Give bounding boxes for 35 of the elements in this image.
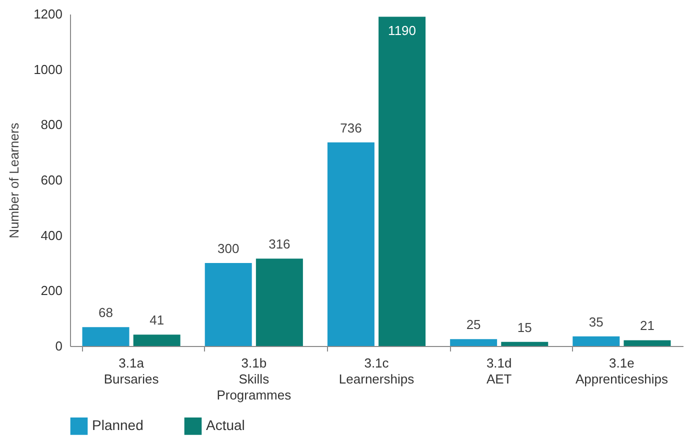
data-label: 15: [517, 320, 532, 335]
bar: [572, 336, 620, 346]
data-label: 316: [268, 236, 290, 252]
data-label: 736: [340, 120, 362, 136]
x-tick-label: 3.1d AET: [486, 356, 512, 386]
data-label: 300: [218, 241, 240, 256]
bar: [450, 339, 498, 346]
y-tick-label: 1200: [34, 6, 62, 22]
y-tick-label: 0: [55, 338, 62, 354]
data-label: 25: [466, 317, 481, 332]
y-tick-label: 400: [40, 228, 62, 243]
y-axis-title: Number of Learners: [6, 122, 22, 238]
bar: [501, 342, 548, 346]
y-tick-label: 200: [40, 283, 62, 298]
x-tick-label: 3.1c Learnerships: [338, 356, 415, 386]
bar: [327, 142, 374, 346]
x-tick-label: 3.1e Apprenticeships: [575, 356, 668, 386]
y-tick-label: 800: [40, 117, 62, 132]
bar: [378, 16, 426, 346]
legend-label: Actual: [206, 417, 245, 434]
bar: [204, 263, 252, 346]
bar: [256, 258, 303, 346]
legend-label: Planned: [92, 417, 144, 434]
y-tick-label: 1000: [34, 62, 62, 77]
data-label: 35: [588, 314, 604, 330]
bar: [82, 327, 130, 346]
data-label: 21: [640, 318, 654, 334]
bar: [624, 340, 671, 346]
x-tick-label: 3.1a Bursaries: [104, 356, 160, 386]
data-label: 68: [98, 305, 113, 320]
data-label: 41: [150, 312, 164, 328]
data-label: 1190: [388, 22, 416, 38]
y-tick-label: 600: [40, 172, 62, 188]
bar: [133, 334, 180, 346]
x-tick-label: 3.1b Skills Programmes: [216, 356, 292, 402]
